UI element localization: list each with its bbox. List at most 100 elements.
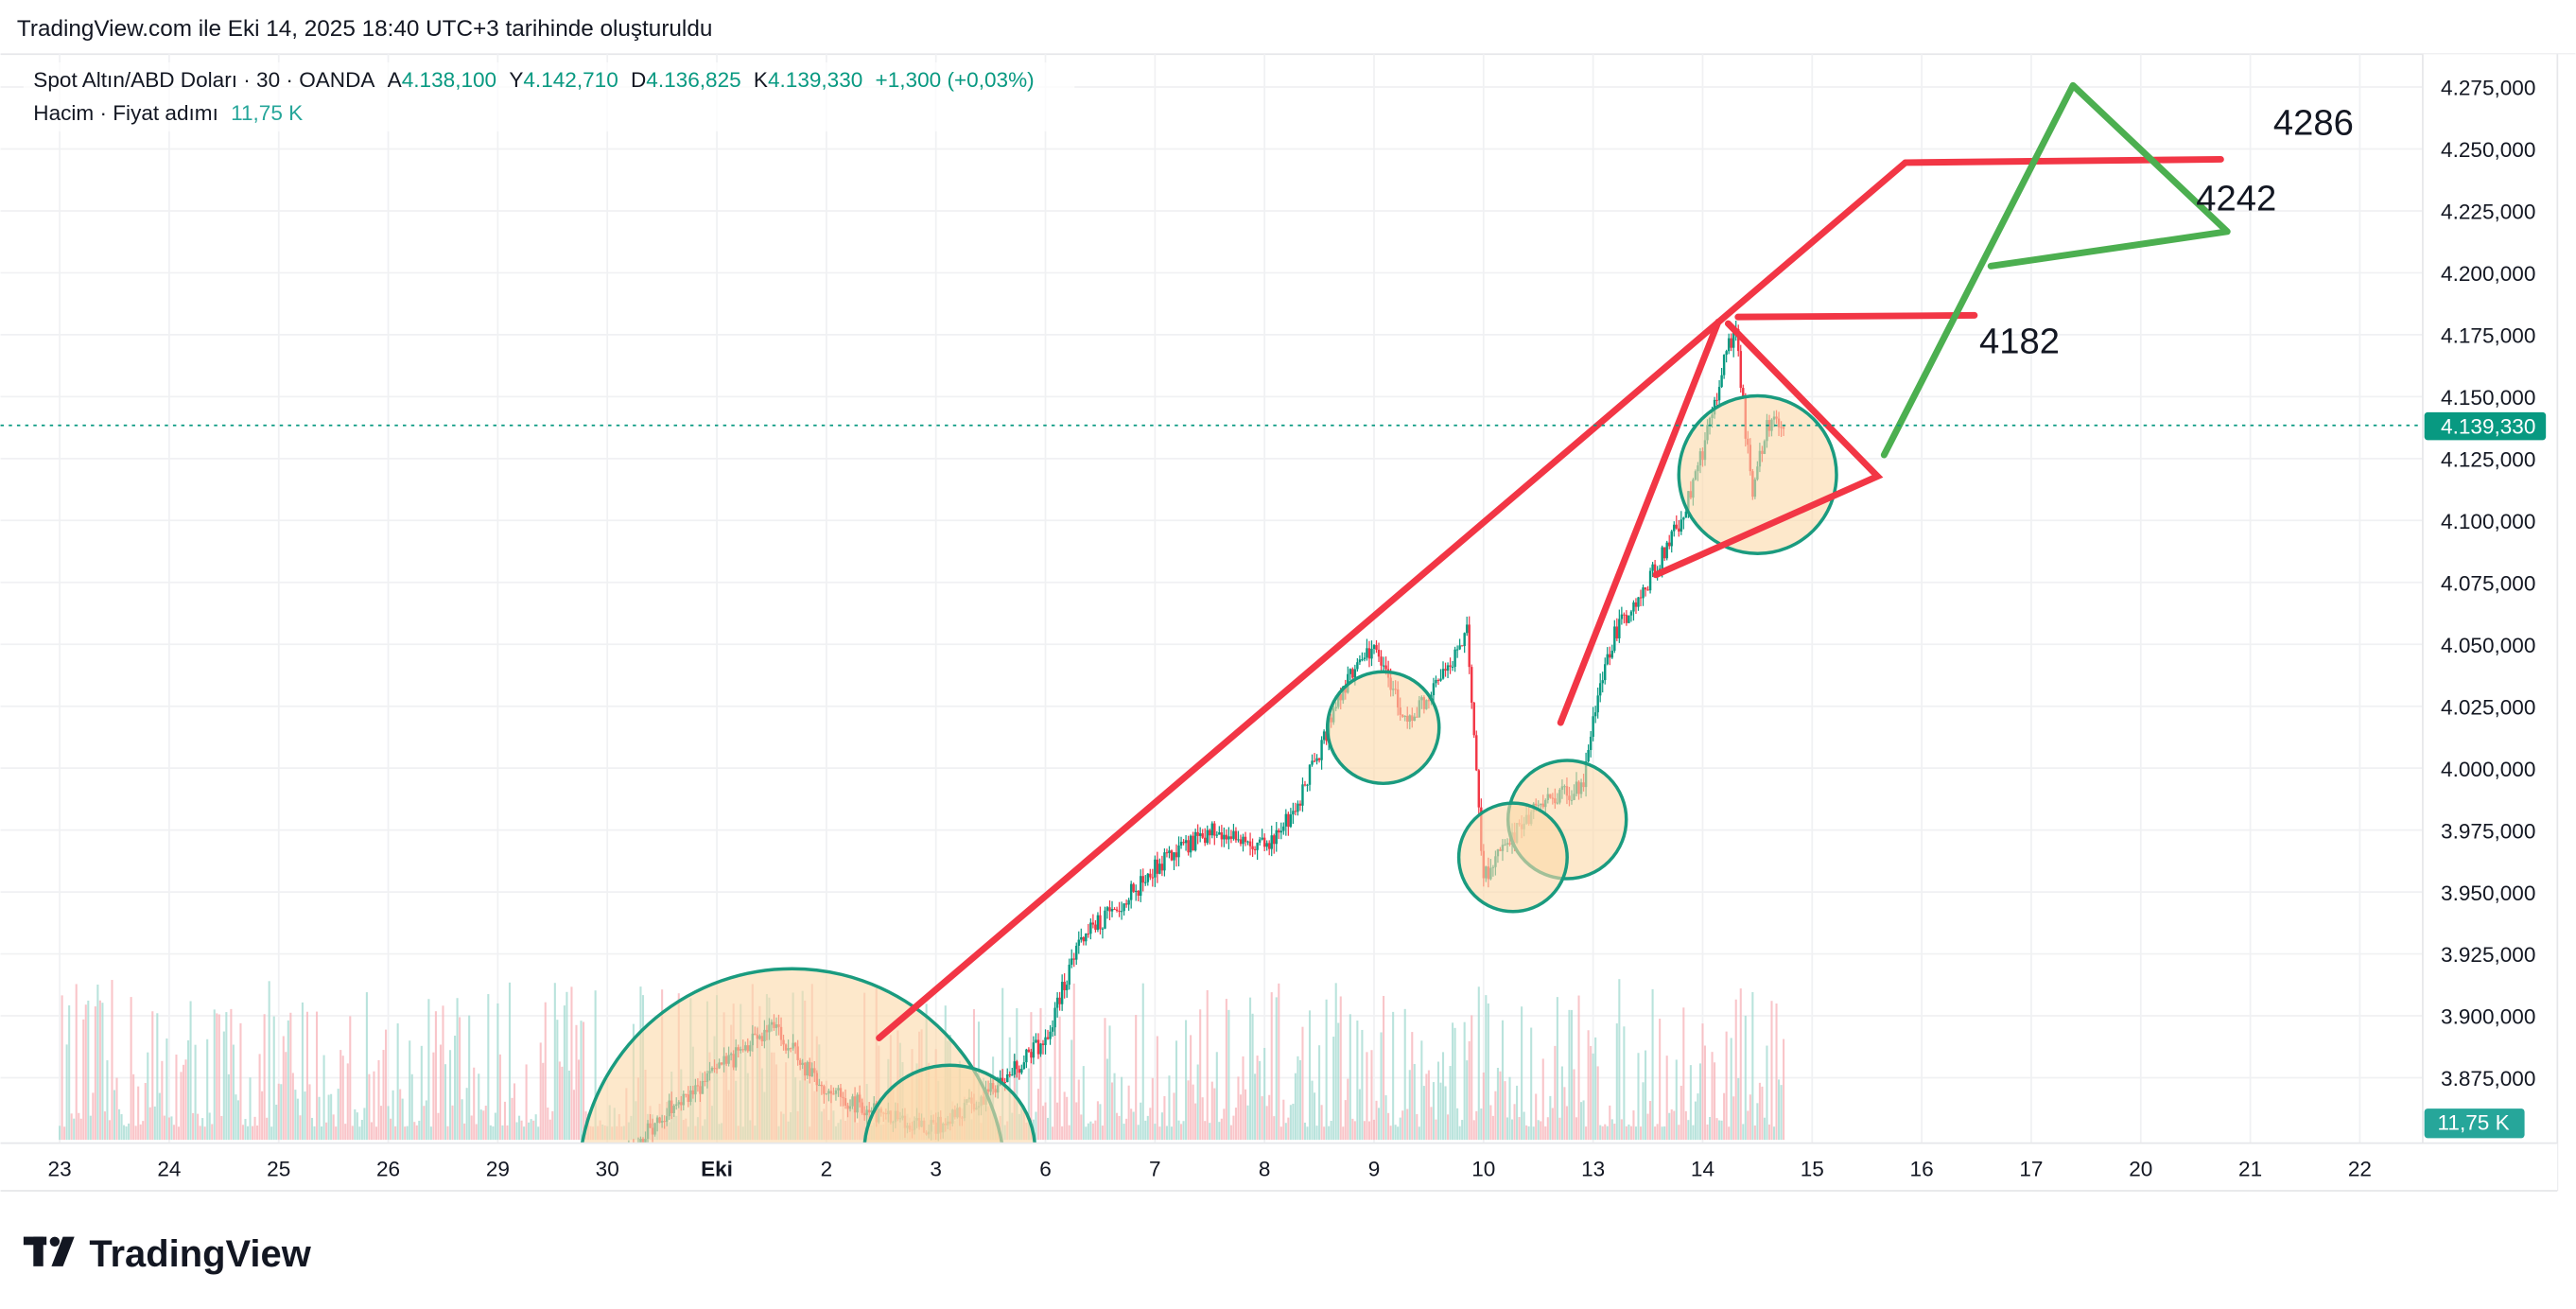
tradingview-logo[interactable]: TradingView [23,1233,312,1275]
volume-bar [1087,1123,1089,1141]
time-tick-label: 3 [930,1157,942,1180]
volume-bar [354,1108,357,1141]
volume-bar [1210,1081,1213,1141]
volume-bar [199,1126,201,1141]
volume-bar [1287,1117,1290,1141]
time-tick-label: 13 [1581,1157,1605,1180]
time-axis[interactable] [0,1143,2558,1191]
volume-bar [1472,1120,1475,1141]
candle-body [1099,915,1102,930]
projection-line-green[interactable] [1880,81,2231,459]
volume-bar [470,1115,473,1141]
candle-body [1165,852,1169,854]
volume-bar [1399,1117,1401,1141]
volume-bar [101,1003,104,1141]
volume-bar [1783,1038,1785,1141]
candle-body [1670,531,1673,547]
volume-bar [235,1094,237,1141]
ohlc-legend: Spot Altın/ABD Doları · 30 · OANDA A4.13… [33,68,1034,92]
candle-body [1129,883,1133,900]
volume-bar [379,1106,383,1141]
volume-bar [413,1122,416,1141]
volume-bar [1182,1121,1185,1141]
drawings[interactable]: 4286 4242 4182 [580,81,2354,1143]
candle-body [1251,846,1254,849]
price-axis[interactable] [2422,54,2576,1143]
volume-bar [1058,1016,1061,1141]
volume-bar [390,1118,392,1141]
volume-bar [236,1100,239,1141]
candle-body [1284,813,1288,827]
volume-bar [1692,1125,1695,1141]
volume-bar [461,1099,463,1141]
volume-bar [1077,1079,1080,1141]
volume-bar [1703,1045,1707,1141]
volume-bar [1337,1022,1340,1141]
volume-bar [425,1100,427,1141]
candle-body [1209,829,1211,836]
highlight-circle[interactable] [1325,670,1441,786]
volume-bar [111,980,113,1141]
volume-bar [84,1004,87,1141]
candle-body [1623,614,1626,616]
volume-bar [1146,1115,1149,1141]
volume-bar [1361,1029,1364,1141]
time-tick-label: 30 [596,1157,619,1180]
volume-bar [1734,999,1737,1141]
last-price-badge-text: 4.139,330 [2441,414,2535,438]
horizontal-line-red[interactable] [1734,311,1978,321]
candle-body [1384,665,1387,670]
annotation-label[interactable]: 4242 [2196,178,2276,218]
volume-bar [374,1126,378,1141]
volume-bar [556,1020,559,1141]
volume-bar [1165,1126,1168,1141]
volume-bar [365,992,368,1141]
candle-body [1725,351,1728,356]
candle-body [1058,997,1061,1004]
volume-bar [1320,1105,1323,1141]
candle-body [1053,1007,1056,1028]
highlight-circle[interactable] [862,1063,1036,1143]
volume-bar [206,1038,209,1141]
volume-bar [244,1119,247,1141]
volume-bar [1275,997,1278,1141]
candle-body [1604,664,1607,681]
trend-line-red[interactable] [1557,318,1722,726]
volume-bar [208,1112,211,1141]
volume-bar [1132,1111,1135,1141]
horizontal-line-red[interactable] [1902,155,2224,166]
candle-body [1248,841,1252,846]
volume-bar [399,1089,402,1141]
annotation-label[interactable]: 4286 [2273,102,2354,143]
price-tick-label: 3.900,000 [2441,1005,2535,1029]
volume-bar [1314,1092,1316,1141]
volume-bar [1682,1007,1685,1141]
triangle-line-red[interactable] [1652,320,1884,579]
volume-bar [1061,1126,1064,1141]
volume-label[interactable]: Hacim · Fiyat adımı [33,101,218,125]
candle-body [1193,831,1197,851]
trend-line-red[interactable] [876,159,1909,1041]
volume-bar [1659,1019,1662,1141]
candle-body [1204,837,1207,844]
annotation-label[interactable]: 4182 [1979,321,2060,361]
volume-bar [1761,1086,1764,1141]
volume-bar [1246,1105,1249,1141]
volume-bar [182,1064,185,1141]
symbol-name[interactable]: Spot Altın/ABD Doları · 30 · OANDA [33,68,374,92]
highlight-circle[interactable] [1456,801,1569,914]
volume-bar [128,1123,131,1141]
price-tick-label: 4.225,000 [2441,201,2535,224]
candle-body [1684,511,1688,518]
candle-body [1220,832,1224,840]
volume-bar [1751,992,1754,1141]
time-tick-label: 10 [1471,1157,1495,1180]
volume-bar [1639,1126,1643,1141]
candle-body [1279,830,1283,833]
volume-bar [184,1059,187,1141]
candle-body [1253,848,1257,850]
volume-bar [1110,1082,1114,1141]
volume-bar [1504,1081,1506,1141]
last-price-badge [2424,411,2547,441]
